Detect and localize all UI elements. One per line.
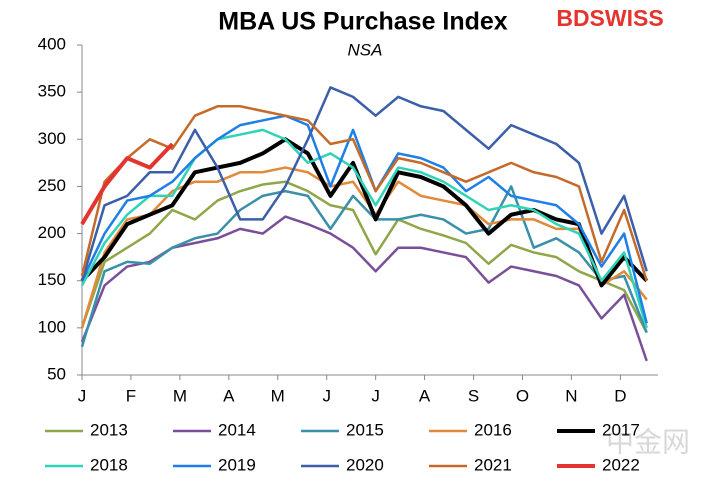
legend-label: 2021 bbox=[474, 455, 512, 474]
y-tick-label: 400 bbox=[38, 34, 66, 53]
legend-label: 2019 bbox=[218, 455, 256, 474]
series-line bbox=[80, 142, 174, 226]
watermark: 中金网 bbox=[606, 426, 690, 457]
series-line bbox=[80, 114, 648, 324]
x-tick-label: F bbox=[126, 386, 136, 405]
x-tick-label: D bbox=[614, 386, 626, 405]
x-tick-label: N bbox=[565, 386, 577, 405]
x-tick-label: A bbox=[223, 386, 235, 405]
x-tick-label: J bbox=[322, 386, 331, 405]
x-tick-label: M bbox=[173, 386, 187, 405]
legend-label: 2017 bbox=[602, 420, 640, 439]
x-tick-label: S bbox=[468, 386, 479, 405]
y-tick-label: 300 bbox=[38, 129, 66, 148]
y-tick-label: 200 bbox=[38, 223, 66, 242]
chart-title: MBA US Purchase Index bbox=[218, 8, 508, 36]
logo: BDSWISS bbox=[556, 5, 663, 31]
x-tick-label: O bbox=[516, 386, 529, 405]
y-tick-label: 150 bbox=[38, 270, 66, 289]
legend-label: 2022 bbox=[602, 455, 640, 474]
x-tick-label: J bbox=[78, 386, 87, 405]
x-tick-label: M bbox=[271, 386, 285, 405]
series-line bbox=[80, 215, 648, 362]
series-line bbox=[80, 105, 648, 282]
legend-label: 2013 bbox=[90, 420, 128, 439]
legend-label: 2016 bbox=[474, 420, 512, 439]
legend-label: 2015 bbox=[346, 420, 384, 439]
legend-label: 2020 bbox=[346, 455, 384, 474]
series-line bbox=[80, 137, 649, 288]
y-tick-label: 250 bbox=[38, 176, 66, 195]
series-line bbox=[80, 86, 648, 282]
x-tick-label: J bbox=[371, 386, 380, 405]
y-tick-label: 50 bbox=[47, 364, 66, 383]
x-tick-label: A bbox=[419, 386, 431, 405]
chart-subtitle: NSA bbox=[348, 40, 383, 59]
y-tick-label: 100 bbox=[38, 317, 66, 336]
y-tick-label: 350 bbox=[38, 82, 66, 101]
series-line bbox=[80, 185, 648, 348]
legend-label: 2018 bbox=[90, 455, 128, 474]
series-line bbox=[80, 180, 648, 334]
series-line bbox=[80, 128, 648, 329]
legend-label: 2014 bbox=[218, 420, 256, 439]
